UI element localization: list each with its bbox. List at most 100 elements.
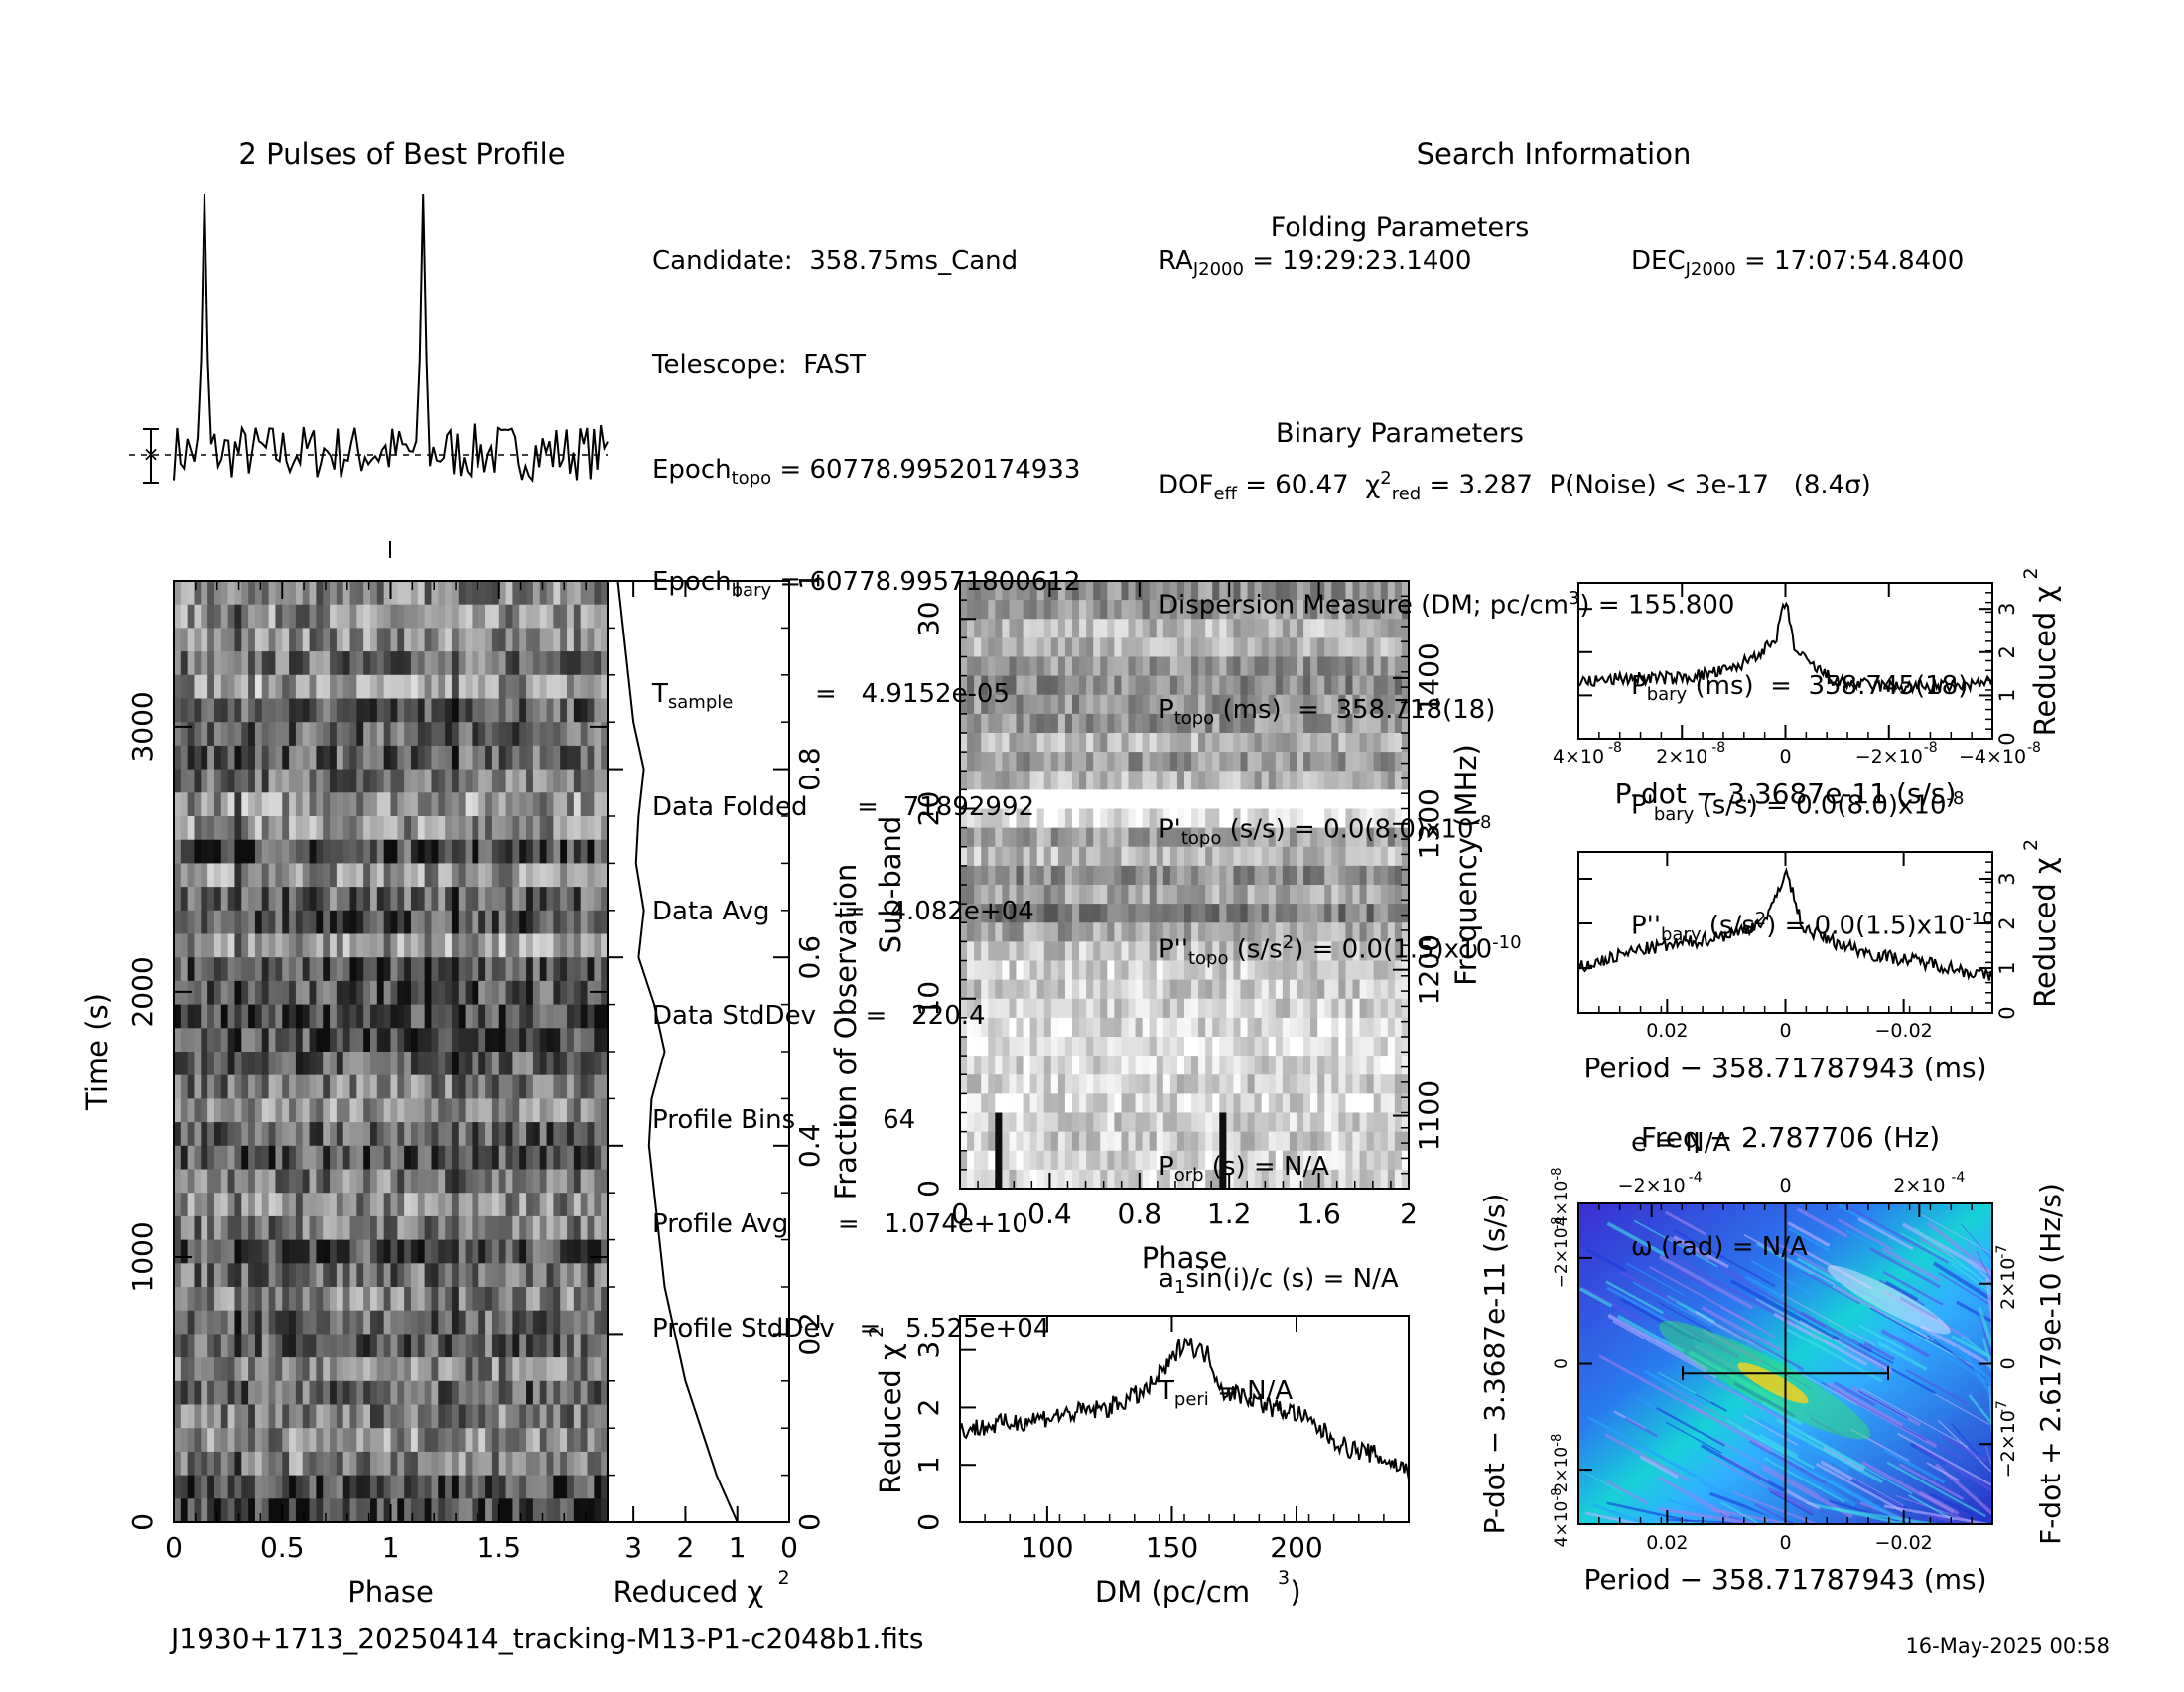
heatmap-cell (1150, 1018, 1158, 1038)
heatmap-cell (512, 1334, 519, 1357)
heatmap-cell (459, 651, 466, 675)
heatmap-cell (282, 1240, 289, 1264)
heatmap-cell (418, 1263, 425, 1287)
heatmap-cell (506, 1122, 513, 1146)
heatmap-cell (221, 1452, 228, 1476)
heatmap-cell (289, 1052, 296, 1075)
heatmap-cell (275, 957, 282, 981)
heatmap-cell (512, 1170, 519, 1194)
heatmap-cell (553, 934, 560, 958)
heatmap-cell (431, 1428, 438, 1452)
heatmap-cell (492, 1334, 499, 1357)
heatmap-cell (540, 1075, 547, 1099)
heatmap-cell (1136, 1037, 1144, 1057)
heatmap-cell (201, 581, 207, 605)
x-tick-label: 0.5 (260, 1531, 305, 1564)
heatmap-cell (1129, 1170, 1137, 1190)
x-tick-label: 1 (729, 1531, 747, 1564)
heatmap-cell (533, 1476, 540, 1499)
heatmap-cell (275, 1476, 282, 1499)
heatmap-cell (316, 1476, 323, 1499)
heatmap-cell (255, 1146, 262, 1170)
heatmap-cell (391, 1428, 398, 1452)
heatmap-cell (289, 1381, 296, 1405)
heatmap-cell (1114, 1170, 1122, 1190)
heatmap-cell (438, 1476, 445, 1499)
heatmap-cell (303, 1452, 310, 1476)
heatmap-cell (560, 1122, 567, 1146)
heatmap-cell (438, 1263, 445, 1287)
heatmap-cell (269, 1476, 276, 1499)
heatmap-cell (567, 1193, 574, 1216)
heatmap-cell (1107, 961, 1115, 981)
heatmap-cell (466, 1240, 473, 1264)
heatmap-cell (391, 1216, 398, 1240)
heatmap-cell (1100, 676, 1108, 696)
heatmap-cell (262, 1240, 269, 1264)
heatmap-cell (174, 1098, 181, 1122)
heatmap-cell (377, 840, 384, 864)
heatmap-cell (472, 1146, 478, 1170)
heatmap-cell (370, 1122, 377, 1146)
heatmap-cell (404, 1098, 411, 1122)
heatmap-cell (316, 840, 323, 864)
heatmap-cell (194, 651, 201, 675)
heatmap-cell (214, 911, 221, 934)
heatmap-cell (323, 605, 330, 629)
heatmap-cell (181, 1028, 188, 1052)
heatmap-cell (519, 1452, 526, 1476)
heatmap-cell (445, 1146, 452, 1170)
heatmap-cell (574, 605, 581, 629)
heatmap-cell (214, 1452, 221, 1476)
heatmap-cell (282, 792, 289, 816)
heatmap-cell (1100, 1037, 1108, 1057)
heatmap-cell (1143, 695, 1151, 715)
heatmap-cell (512, 1311, 519, 1335)
heatmap-cell (377, 628, 384, 651)
heatmap-cell (1150, 619, 1158, 638)
heatmap-cell (241, 1287, 248, 1311)
heatmap-cell (472, 887, 478, 911)
heatmap-cell (594, 1311, 601, 1335)
heatmap-cell (526, 887, 533, 911)
heatmap-cell (296, 957, 303, 981)
heatmap-cell (540, 1005, 547, 1029)
heatmap-cell (269, 981, 276, 1005)
heatmap-cell (234, 1098, 241, 1122)
y-tick-label: 2 (912, 1399, 945, 1417)
heatmap-cell (547, 722, 554, 746)
heatmap-cell (1086, 1056, 1094, 1075)
heatmap-cell (445, 816, 452, 840)
heatmap-cell (363, 1098, 370, 1122)
heatmap-cell (377, 1357, 384, 1381)
heatmap-cell (207, 675, 214, 699)
heatmap-cell (174, 1311, 181, 1335)
heatmap-cell (248, 1098, 255, 1122)
heatmap-cell (201, 863, 207, 887)
heatmap-cell (181, 605, 188, 629)
heatmap-cell (269, 887, 276, 911)
heatmap-cell (214, 1098, 221, 1122)
heatmap-cell (540, 1052, 547, 1075)
heatmap-cell (363, 887, 370, 911)
heatmap-cell (506, 628, 513, 651)
heatmap-cell (499, 1170, 506, 1194)
heatmap-cell (262, 816, 269, 840)
heatmap-cell (547, 1170, 554, 1194)
heatmap-cell (228, 840, 235, 864)
heatmap-cell (485, 1452, 492, 1476)
heatmap-cell (181, 1405, 188, 1429)
heatmap-cell (425, 911, 432, 934)
heatmap-cell (370, 628, 377, 651)
heatmap-cell (588, 628, 595, 651)
heatmap-cell (581, 746, 588, 770)
heatmap-cell (384, 887, 391, 911)
heatmap-cell (485, 957, 492, 981)
heatmap-cell (547, 1334, 554, 1357)
heatmap-cell (1143, 941, 1151, 961)
heatmap-cell (1086, 922, 1094, 942)
heatmap-cell (1107, 1170, 1115, 1190)
heatmap-cell (472, 957, 478, 981)
heatmap-cell (350, 1405, 357, 1429)
heatmap-cell (425, 1405, 432, 1429)
